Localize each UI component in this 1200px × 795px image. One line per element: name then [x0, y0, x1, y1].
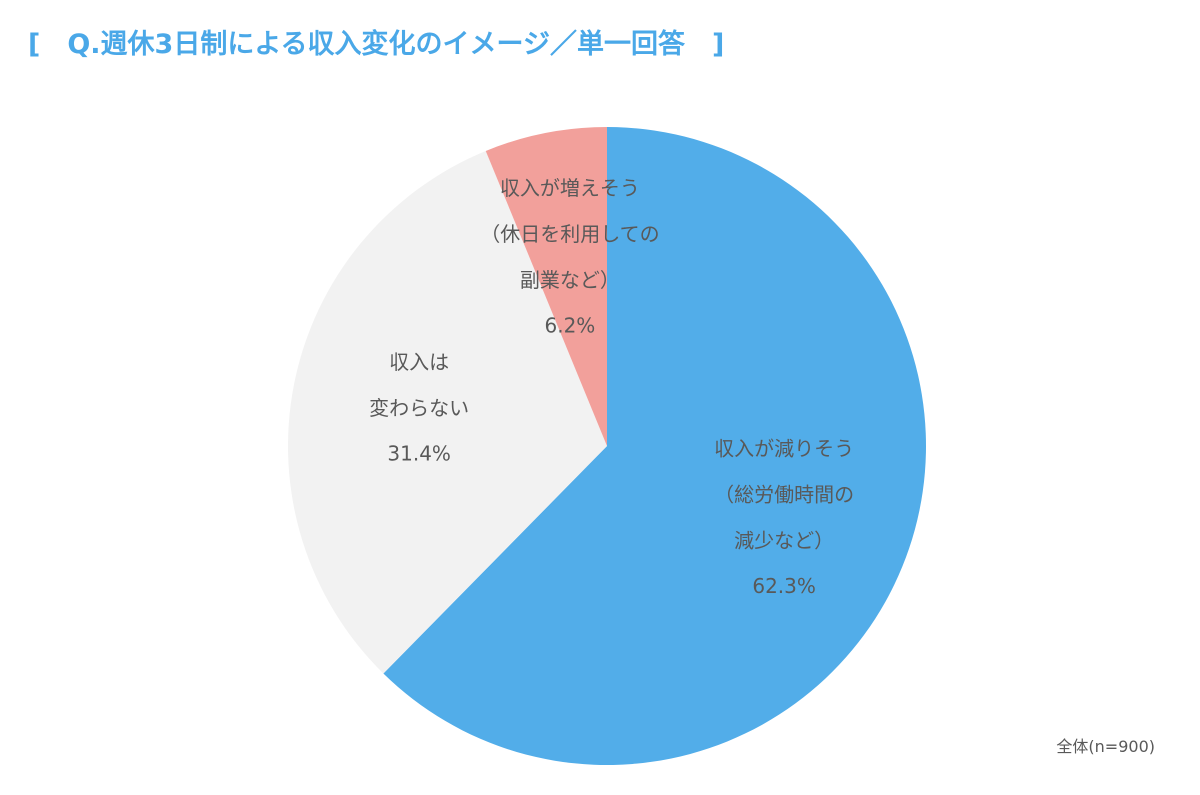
- chart-note: 全体(n=900): [1056, 737, 1155, 756]
- value-label: 6.2%: [545, 314, 596, 338]
- slice-label-line: 収入が減りそう: [714, 436, 854, 460]
- slice-label-line: 副業など）: [520, 268, 620, 292]
- slice-label: 収入が増えそう （休日を利用しての副業など）: [480, 176, 659, 292]
- slice-label-line: 収入は: [389, 350, 449, 374]
- pie-slice: [288, 150, 607, 674]
- slice-label: 収入が減りそう （総労働時間の減少など）: [714, 436, 854, 552]
- slice-label-line: （総労働時間の: [714, 482, 854, 506]
- slice-label-line: 変わらない: [369, 396, 469, 420]
- value-label: 62.3%: [752, 574, 816, 598]
- chart-title: [ Q.週休3日制による収入変化のイメージ／単一回答 ]: [28, 28, 724, 60]
- pie-slice: [383, 127, 926, 765]
- slice-label-line: 減少など）: [734, 528, 834, 552]
- slice-label-line: （休日を利用しての: [480, 222, 659, 246]
- pie-slice: [485, 127, 607, 446]
- value-label: 31.4%: [387, 442, 451, 466]
- slice-label: 収入は変わらない: [369, 350, 469, 420]
- slice-label-line: 収入が増えそう: [500, 176, 640, 200]
